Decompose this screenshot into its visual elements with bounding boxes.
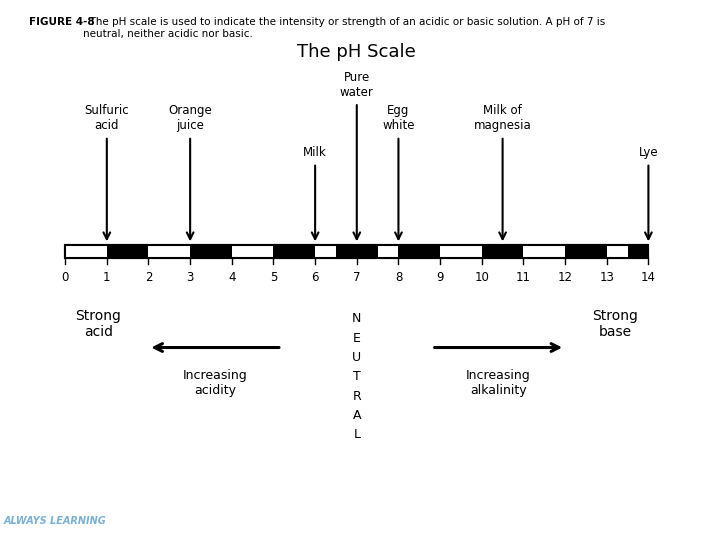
Text: T: T bbox=[353, 370, 361, 383]
Text: 4: 4 bbox=[228, 271, 235, 284]
Text: E: E bbox=[353, 332, 361, 345]
Text: Increasing
acidity: Increasing acidity bbox=[183, 369, 248, 397]
Text: Copyright © 2015 by Pearson Education, Inc: Copyright © 2015 by Pearson Education, I… bbox=[414, 511, 608, 520]
Text: 6: 6 bbox=[311, 271, 319, 284]
Text: L: L bbox=[354, 428, 360, 441]
Text: Milk: Milk bbox=[303, 146, 327, 159]
Text: 11: 11 bbox=[516, 271, 531, 284]
Bar bbox=[66, 245, 107, 259]
Text: A: A bbox=[353, 409, 361, 422]
Bar bbox=[66, 245, 649, 259]
Text: 8: 8 bbox=[395, 271, 402, 284]
Text: 1: 1 bbox=[103, 271, 111, 284]
Text: 3: 3 bbox=[186, 271, 194, 284]
Text: 10: 10 bbox=[474, 271, 489, 284]
Bar bbox=[148, 245, 190, 259]
Text: 7: 7 bbox=[353, 271, 361, 284]
Text: 9: 9 bbox=[436, 271, 444, 284]
Bar bbox=[315, 245, 336, 259]
Bar bbox=[66, 245, 649, 259]
Text: Strong
acid: Strong acid bbox=[76, 309, 122, 339]
Text: 13: 13 bbox=[599, 271, 614, 284]
Text: 0: 0 bbox=[61, 271, 69, 284]
Text: N: N bbox=[352, 312, 361, 325]
Text: All Rights Reserve: All Rights Reserve bbox=[414, 529, 498, 538]
Text: Lye: Lye bbox=[639, 146, 658, 159]
Bar bbox=[377, 245, 398, 259]
Text: The pH Scale: The pH Scale bbox=[297, 43, 416, 62]
Text: U: U bbox=[352, 351, 361, 364]
Bar bbox=[607, 245, 628, 259]
Bar bbox=[523, 245, 565, 259]
Text: 2: 2 bbox=[145, 271, 152, 284]
Text: Pure
water: Pure water bbox=[340, 71, 374, 99]
Bar bbox=[232, 245, 274, 259]
Text: 5: 5 bbox=[270, 271, 277, 284]
Text: Strong
base: Strong base bbox=[592, 309, 638, 339]
Text: FIGURE 4-8: FIGURE 4-8 bbox=[29, 17, 94, 28]
Text: Egg
white: Egg white bbox=[382, 104, 415, 132]
Text: Milk of
magnesia: Milk of magnesia bbox=[474, 104, 531, 132]
Text: Orange
juice: Orange juice bbox=[168, 104, 212, 132]
Text: Sulfuric
acid: Sulfuric acid bbox=[84, 104, 129, 132]
Text: 12: 12 bbox=[557, 271, 572, 284]
Bar bbox=[440, 245, 482, 259]
Text: Jerry A. Nathanson | Richard A. Schneider: Jerry A. Nathanson | Richard A. Schneide… bbox=[126, 529, 315, 538]
Text: PEARSON: PEARSON bbox=[634, 513, 716, 528]
Text: Basic Environmental Technology, Sixth Edition: Basic Environmental Technology, Sixth Ed… bbox=[126, 511, 334, 520]
Text: 14: 14 bbox=[641, 271, 656, 284]
Text: ALWAYS LEARNING: ALWAYS LEARNING bbox=[4, 516, 107, 525]
Text: R: R bbox=[352, 389, 361, 402]
Text: The pH scale is used to indicate the intensity or strength of an acidic or basic: The pH scale is used to indicate the int… bbox=[83, 17, 605, 39]
Text: Increasing
alkalinity: Increasing alkalinity bbox=[466, 369, 531, 397]
